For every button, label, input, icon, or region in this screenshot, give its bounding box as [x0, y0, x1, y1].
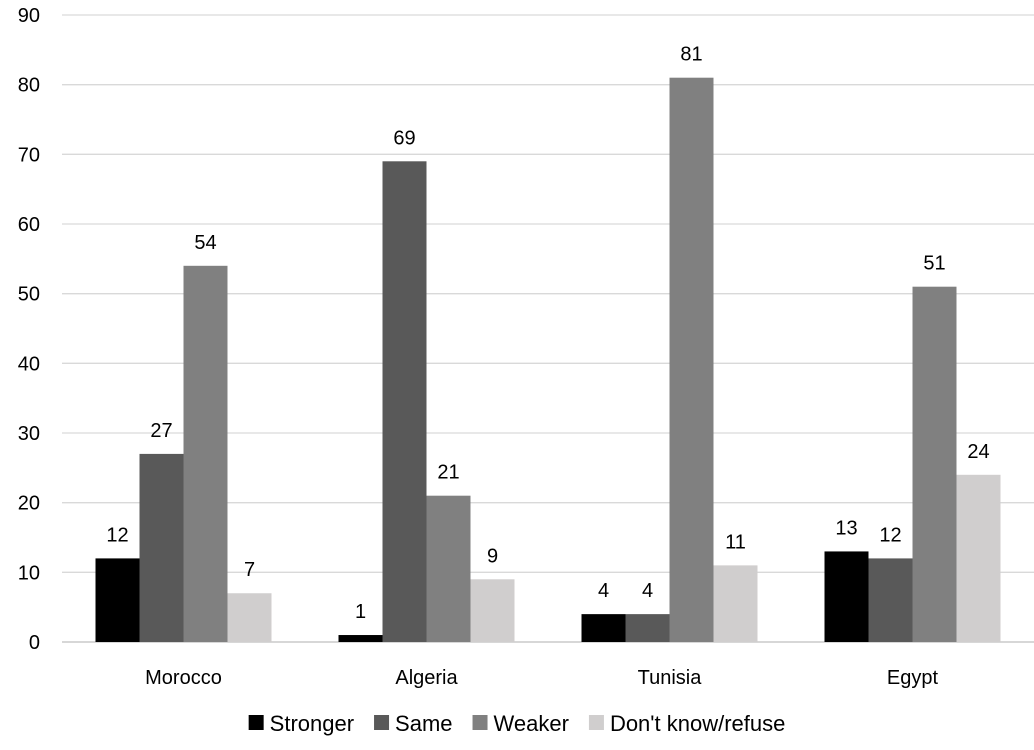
data-label: 69 — [393, 127, 415, 149]
bar — [581, 614, 626, 642]
bar — [95, 558, 140, 642]
bar — [183, 265, 228, 642]
data-label: 21 — [437, 462, 459, 484]
y-tick-label: 60 — [18, 214, 40, 236]
y-tick-label: 0 — [29, 632, 40, 654]
bar — [470, 579, 515, 642]
y-tick-label: 80 — [18, 75, 40, 97]
y-tick-label: 50 — [18, 284, 40, 306]
x-category-label: Algeria — [395, 667, 458, 689]
data-label: 12 — [879, 524, 901, 546]
bars — [95, 77, 1001, 643]
data-label: 1 — [355, 601, 366, 623]
bar — [912, 286, 957, 642]
bar — [227, 593, 272, 642]
x-category-label: Egypt — [887, 667, 939, 689]
bar — [426, 495, 471, 642]
legend-swatch — [472, 715, 488, 730]
y-tick-label: 70 — [18, 144, 40, 166]
legend-swatch — [248, 715, 264, 730]
bar — [625, 614, 670, 642]
bar — [338, 635, 383, 642]
legend-swatch — [588, 715, 604, 730]
data-labels: 12 27 54 7 1 69 21 9 4 4 81 11 13 12 51 24 — [106, 44, 989, 623]
bar — [713, 565, 758, 642]
data-label: 54 — [194, 232, 216, 254]
data-label: 9 — [487, 545, 498, 567]
y-tick-label: 20 — [18, 493, 40, 515]
data-label: 4 — [642, 580, 653, 602]
legend-label: Weaker — [494, 711, 569, 736]
legend-label: Stronger — [270, 711, 354, 736]
data-label: 13 — [835, 517, 857, 539]
data-label: 7 — [244, 559, 255, 581]
legend-label: Same — [395, 711, 452, 736]
legend-swatch — [374, 715, 390, 730]
x-axis-categories: Morocco Algeria Tunisia Egypt — [145, 667, 938, 689]
bar — [868, 558, 913, 642]
y-tick-label: 10 — [18, 562, 40, 584]
bar — [382, 161, 427, 643]
y-tick-label: 30 — [18, 423, 40, 445]
data-label: 24 — [967, 441, 989, 463]
data-label: 4 — [598, 580, 609, 602]
data-label: 27 — [150, 420, 172, 442]
x-category-label: Tunisia — [638, 667, 703, 689]
y-axis-ticks: 0 10 20 30 40 50 60 70 80 90 — [18, 5, 40, 654]
bar — [824, 551, 869, 642]
y-tick-label: 40 — [18, 353, 40, 375]
bar — [139, 453, 184, 642]
data-label: 12 — [106, 524, 128, 546]
x-category-label: Morocco — [145, 667, 222, 689]
y-tick-label: 90 — [18, 5, 40, 27]
bar — [669, 77, 714, 642]
bar — [956, 474, 1001, 642]
legend-label: Don't know/refuse — [610, 711, 785, 736]
data-label: 51 — [923, 253, 945, 275]
data-label: 11 — [725, 531, 746, 553]
data-label: 81 — [680, 44, 702, 66]
legend: Stronger Same Weaker Don't know/refuse — [248, 711, 785, 736]
